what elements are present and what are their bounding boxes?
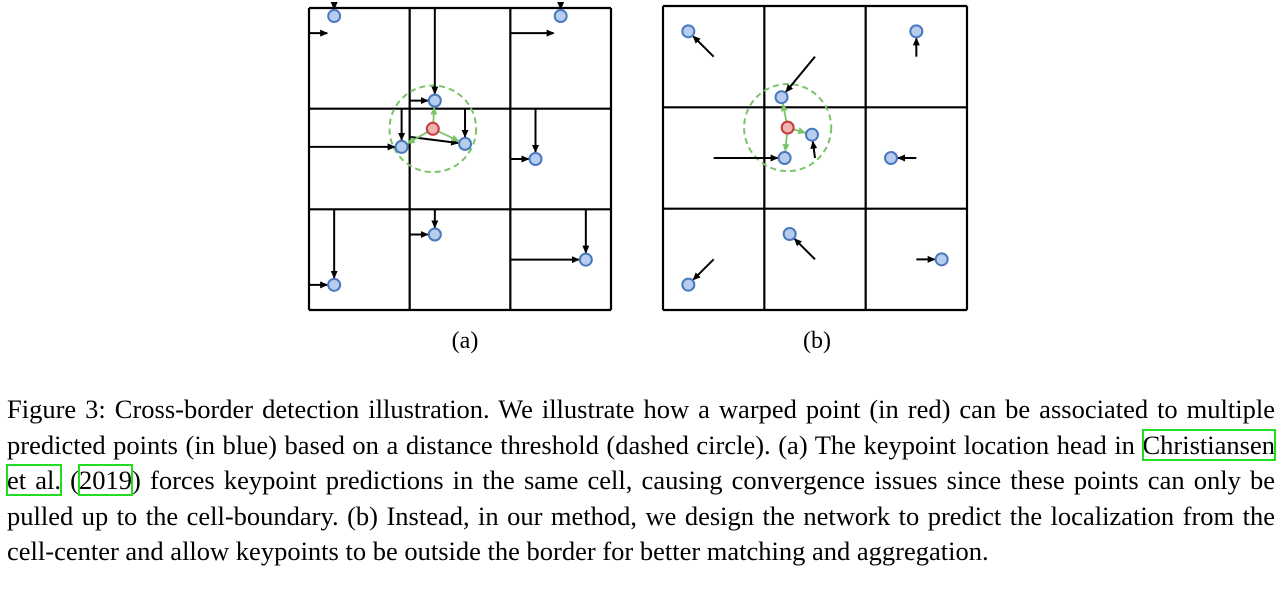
panel-b-diagram [661,4,969,312]
predicted-point-blue [681,24,696,39]
caption-paren: ( [61,465,80,495]
association-arrow [430,106,438,123]
offset-arrow [810,140,818,159]
panel-a-diagram [307,2,613,312]
association-arrow [780,103,788,122]
predicted-point-blue [553,9,568,24]
predicted-point-blue [327,9,342,24]
figure-illustration [307,2,969,312]
predicted-point-blue [777,151,792,165]
offset-arrow [793,238,816,261]
predicted-point-blue [427,227,442,242]
predicted-point-blue [909,24,924,39]
predicted-point-blue [578,252,593,267]
panel-b-label: (b) [803,328,831,354]
offset-arrow [785,56,816,93]
predicted-point-blue [782,227,797,241]
association-arrow [406,131,429,145]
association-arrow [437,130,460,142]
association-arrow [793,127,807,135]
warped-point-red [425,121,440,136]
caption-text: Figure 3: Cross-border detection illustr… [7,394,1275,460]
predicted-point-blue [884,151,898,165]
caption-text-rest: ) forces keypoint predictions in the sam… [7,465,1276,566]
warped-point-red [780,120,795,135]
threshold-circle [743,83,833,173]
offset-arrow [692,35,715,58]
predicted-point-blue [327,277,342,292]
predicted-point-blue [528,152,543,166]
predicted-point-blue [774,90,789,105]
predicted-point-blue [804,127,819,142]
citation-link-author[interactable]: Christiansen et al. [6,428,1276,496]
panel-a-label: (a) [451,328,479,354]
figure-caption: Figure 3: Cross-border detection illustr… [6,392,1276,570]
predicted-point-blue [681,277,696,292]
predicted-point-blue [427,93,442,108]
predicted-point-blue [394,139,409,154]
predicted-point-blue [934,252,949,267]
threshold-circle [388,84,478,174]
offset-arrow [692,258,715,281]
predicted-point-blue [458,136,473,151]
citation-link-year[interactable]: 2019 [78,464,134,496]
association-arrow [782,133,790,153]
